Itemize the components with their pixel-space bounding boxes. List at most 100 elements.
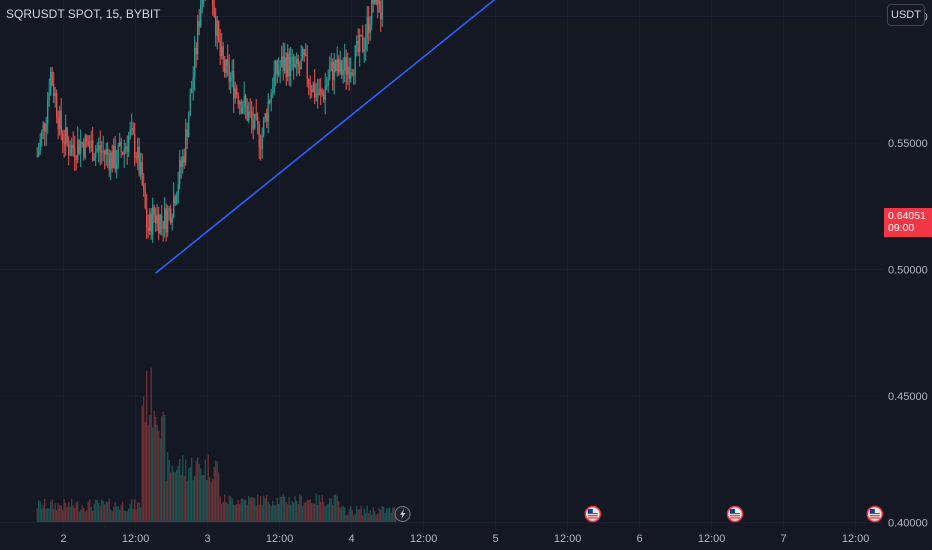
candle-body bbox=[365, 37, 367, 50]
candle-body bbox=[336, 58, 338, 71]
candle-body bbox=[258, 124, 260, 148]
volume-bar bbox=[302, 506, 304, 522]
us-flag-icon[interactable] bbox=[866, 505, 884, 523]
flag-stripe bbox=[730, 513, 740, 515]
volume-bar bbox=[285, 501, 287, 522]
candle-body bbox=[119, 141, 121, 146]
flag-stripe bbox=[730, 517, 740, 519]
candle-body bbox=[78, 139, 80, 155]
candle-body bbox=[162, 220, 164, 230]
us-flag-icon[interactable] bbox=[584, 505, 602, 523]
volume-bar bbox=[215, 460, 217, 522]
candle-body bbox=[362, 36, 364, 52]
volume-bar bbox=[383, 506, 385, 522]
volume-bar bbox=[213, 466, 215, 522]
time-axis-label: 4 bbox=[349, 533, 355, 545]
candle-body bbox=[345, 57, 347, 75]
volume-bar bbox=[125, 511, 127, 522]
flag-stripe bbox=[869, 517, 880, 519]
currency-button[interactable]: USDT bbox=[887, 4, 925, 26]
candle-body bbox=[371, 0, 373, 25]
candle-body bbox=[290, 58, 292, 76]
volume-bar bbox=[47, 507, 49, 522]
candle-body bbox=[278, 71, 280, 75]
candle-body bbox=[186, 129, 188, 138]
candle-body bbox=[252, 119, 254, 129]
candle-body bbox=[86, 135, 88, 142]
volume-bar bbox=[369, 509, 371, 522]
volume-bar bbox=[303, 502, 305, 522]
candle-body bbox=[105, 149, 107, 155]
candle-body bbox=[348, 66, 350, 80]
candle-body bbox=[219, 40, 221, 57]
price-axis-label: 0.50000 bbox=[888, 265, 928, 277]
volume-bar bbox=[146, 370, 148, 522]
candle-body bbox=[356, 41, 358, 46]
volume-bar bbox=[333, 494, 335, 522]
candle-body bbox=[309, 83, 311, 89]
volume-bar bbox=[387, 508, 389, 522]
candle-body bbox=[57, 116, 59, 129]
candle-body bbox=[47, 100, 49, 124]
us-flag-icon[interactable] bbox=[726, 505, 744, 523]
volume-bar bbox=[227, 503, 229, 522]
candle-body bbox=[260, 147, 262, 149]
trendline-layer[interactable] bbox=[154, 0, 669, 274]
candle-body bbox=[68, 141, 70, 155]
volume-bar bbox=[192, 480, 194, 522]
volume-bar bbox=[327, 503, 329, 522]
time-axis-label: 2 bbox=[61, 533, 67, 545]
volume-bar bbox=[254, 498, 256, 522]
candle-body bbox=[45, 123, 47, 132]
volume-bar bbox=[149, 415, 151, 522]
candle-body bbox=[312, 83, 314, 93]
candle-body bbox=[378, 0, 380, 13]
volume-bar bbox=[56, 510, 58, 522]
volume-bar bbox=[246, 504, 248, 522]
volume-bar bbox=[258, 504, 260, 522]
volume-bar bbox=[263, 495, 265, 522]
volume-bar bbox=[320, 501, 322, 522]
volume-bar bbox=[323, 502, 325, 522]
volume-bar bbox=[308, 499, 310, 522]
candle-body bbox=[269, 100, 271, 103]
trendline-lower[interactable] bbox=[154, 0, 669, 274]
time-axis-label: 12:00 bbox=[410, 533, 438, 545]
volume-bar bbox=[39, 501, 41, 522]
volume-bar bbox=[66, 506, 68, 522]
candle-body bbox=[342, 69, 344, 76]
candle-body bbox=[174, 196, 176, 204]
volume-bar bbox=[68, 502, 70, 522]
candle-body bbox=[140, 162, 142, 175]
volume-bar bbox=[255, 505, 257, 522]
price-axis[interactable]: 0.750000.700000.650000.600000.550000.500… bbox=[888, 0, 928, 530]
candle-body bbox=[93, 157, 95, 161]
time-axis-label: 6 bbox=[637, 533, 643, 545]
volume-bar bbox=[134, 499, 136, 522]
price-axis-label: 0.45000 bbox=[888, 391, 928, 403]
volume-bar bbox=[77, 500, 79, 522]
volume-bar bbox=[108, 498, 110, 522]
event-marker-layer[interactable] bbox=[394, 505, 884, 523]
flag-canton bbox=[869, 509, 875, 513]
candle-body bbox=[284, 57, 286, 71]
candle-body bbox=[168, 208, 170, 211]
candle-body bbox=[326, 84, 328, 87]
time-axis[interactable]: 2 12:00 3 12:00 4 12:00 5 12:00 6 12:00 7 12:00 bbox=[61, 533, 870, 545]
symbol-title: SQRUSDT SPOT, 15, BYBIT bbox=[6, 7, 161, 21]
volume-bar bbox=[356, 506, 358, 522]
volume-bar bbox=[378, 508, 380, 522]
candle-body bbox=[44, 123, 46, 132]
flash-icon[interactable] bbox=[394, 506, 411, 522]
volume-bar bbox=[252, 497, 254, 522]
volume-bar bbox=[251, 497, 253, 522]
volume-bar bbox=[117, 506, 119, 522]
candle-body bbox=[266, 113, 268, 122]
volume-bar bbox=[63, 499, 65, 522]
candle-body bbox=[102, 150, 104, 152]
candle-body bbox=[117, 145, 119, 164]
volume-bar bbox=[164, 414, 166, 522]
flag-canton bbox=[730, 509, 735, 513]
volume-bar bbox=[357, 509, 359, 522]
